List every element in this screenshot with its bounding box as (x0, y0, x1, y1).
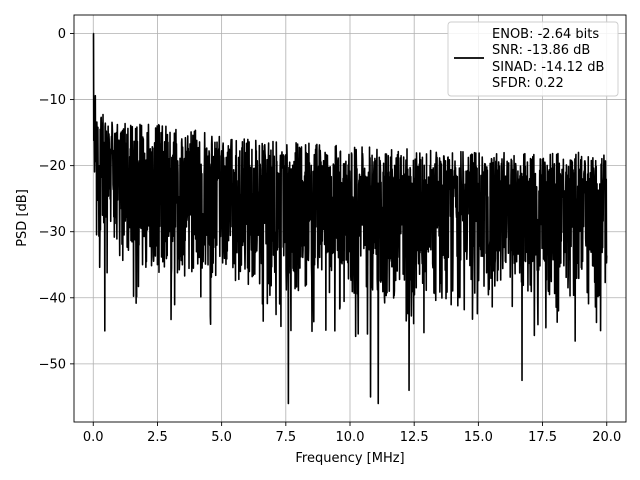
y-tick-label: −20 (39, 159, 66, 174)
y-axis-label: PSD [dB] (15, 189, 30, 247)
y-tick-label: −30 (39, 225, 66, 240)
legend-enob: ENOB: -2.64 bits (492, 27, 599, 42)
x-tick-label: 0.0 (83, 430, 104, 445)
y-axis: 0 −10 −20 −30 −40 −50 (39, 27, 74, 372)
legend-sinad: SINAD: -14.12 dB (492, 60, 604, 75)
x-tick-label: 15.0 (464, 430, 493, 445)
x-tick-label: 10.0 (336, 430, 365, 445)
x-tick-label: 12.5 (400, 430, 429, 445)
legend-sfdr: SFDR: 0.22 (492, 76, 564, 91)
x-tick-label: 7.5 (275, 430, 296, 445)
x-tick-label: 17.5 (528, 430, 557, 445)
y-tick-label: −10 (39, 93, 66, 108)
plot-area (92, 32, 608, 405)
y-tick-label: −40 (39, 291, 66, 306)
x-axis: 0.0 2.5 5.0 7.5 10.0 12.5 15.0 17.5 20.0 (83, 422, 621, 445)
y-tick-label: 0 (58, 27, 66, 42)
x-tick-label: 5.0 (211, 430, 232, 445)
psd-series-line (92, 32, 608, 405)
legend: ENOB: -2.64 bits SNR: -13.86 dB SINAD: -… (447, 21, 619, 97)
y-tick-label: −50 (39, 357, 66, 372)
x-axis-label: Frequency [MHz] (295, 451, 404, 466)
x-tick-label: 2.5 (147, 430, 168, 445)
legend-snr: SNR: -13.86 dB (492, 43, 590, 58)
x-tick-label: 20.0 (592, 430, 621, 445)
legend-box (447, 21, 619, 97)
